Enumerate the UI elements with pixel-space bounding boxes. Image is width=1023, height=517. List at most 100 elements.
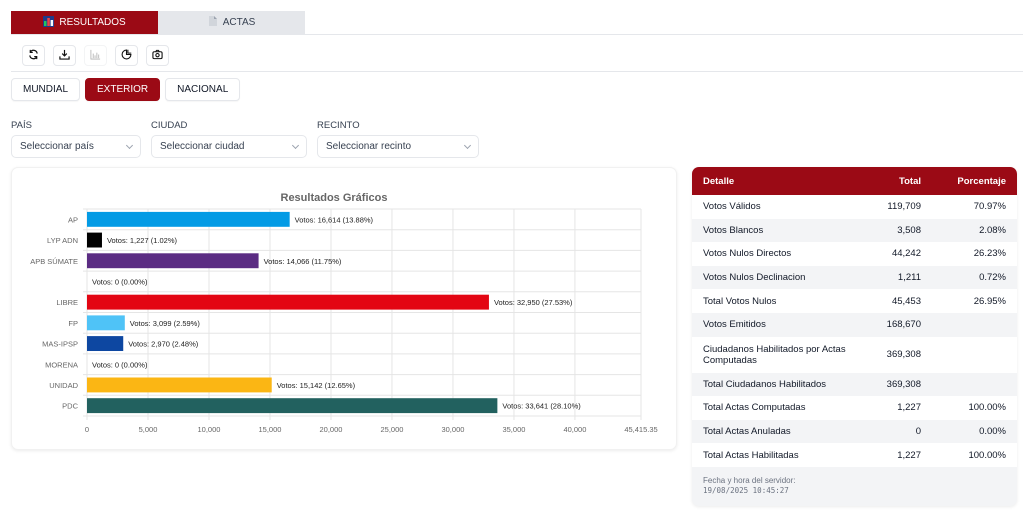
bar — [87, 398, 498, 414]
row-detalle: Total Actas Computadas — [703, 402, 806, 414]
server-timestamp: 19/08/2025 10:45:27 — [703, 486, 789, 496]
row-detalle: Votos Válidos — [703, 201, 761, 213]
data-label: Votos: 16,614 (13.88%) — [295, 215, 374, 224]
camera-button[interactable] — [146, 45, 169, 66]
row-detalle: Ciudadanos Habilitados por Actas Computa… — [703, 343, 846, 366]
row-total: 1,227 — [897, 449, 921, 461]
chevron-down-icon — [291, 141, 300, 149]
bar — [87, 336, 124, 352]
table-row: Ciudadanos Habilitados por Actas Computa… — [692, 336, 1017, 373]
server-time-info: Fecha y hora del servidor: 19/08/2025 10… — [692, 467, 1017, 505]
row-porcentaje: 26.23% — [973, 248, 1006, 260]
refresh-button[interactable] — [22, 45, 45, 66]
select-placeholder: Seleccionar recinto — [326, 141, 412, 152]
tab-label: RESULTADOS — [59, 17, 126, 28]
download-button[interactable] — [53, 45, 76, 66]
row-porcentaje: 70.97% — [973, 201, 1006, 213]
row-total: 369,308 — [886, 349, 921, 361]
row-total: 0 — [915, 426, 921, 438]
toolbar-divider — [11, 71, 1023, 72]
document-icon — [208, 16, 218, 29]
row-porcentaje — [932, 373, 1017, 397]
server-time-label: Fecha y hora del servidor: — [703, 475, 796, 485]
header-total: Total — [899, 175, 921, 187]
x-tick-label: 45,415.35 — [624, 425, 657, 434]
bar — [87, 211, 290, 227]
row-total: 119,709 — [887, 201, 921, 213]
table-row: Total Votos Nulos 45,453 26.95% — [692, 289, 1017, 313]
row-detalle: Votos Nulos Directos — [703, 248, 792, 260]
table-row: Total Actas Computadas 1,227 100.00% — [692, 396, 1017, 420]
results-bar-chart: Resultados Gráficos AP LYP ADN APB SÚMATE L… — [30, 192, 657, 434]
tab-actas[interactable]: ACTAS — [158, 11, 305, 34]
row-total: 3,508 — [897, 224, 921, 236]
data-label: Votos: 2,970 (2.48%) — [128, 340, 199, 349]
row-detalle: Total Votos Nulos — [703, 295, 777, 307]
main-tabs: RESULTADOS ACTAS — [11, 11, 305, 34]
filter-label: RECINTO — [317, 120, 360, 131]
data-label: Votos: 0 (0.00%) — [92, 277, 148, 286]
chart-card: Resultados Gráficos AP LYP ADN APB SÚMATE L… — [11, 167, 677, 450]
y-tick-label: LYP ADN — [47, 236, 78, 245]
row-porcentaje: 0.72% — [979, 272, 1006, 284]
row-porcentaje — [932, 313, 1017, 337]
x-tick-label: 40,000 — [563, 425, 586, 434]
bar-chart-icon — [43, 15, 55, 30]
scope-mundial-button[interactable]: MUNDIAL — [11, 78, 81, 101]
summary-table-card: Detalle Total Porcentaje Votos Válidos 11… — [692, 167, 1017, 506]
bar — [87, 253, 259, 269]
data-label: Votos: 32,950 (27.53%) — [494, 298, 573, 307]
row-total: 1,227 — [897, 402, 921, 414]
table-row: Total Actas Habilitadas 1,227 100.00% — [692, 443, 1017, 467]
x-tick-label: 0 — [85, 425, 89, 434]
filter-label: PAÍS — [11, 120, 32, 131]
row-porcentaje: 2.08% — [979, 224, 1006, 236]
x-tick-label: 20,000 — [319, 425, 342, 434]
refresh-icon — [28, 47, 39, 65]
pais-select[interactable]: Seleccionar país — [11, 135, 141, 158]
row-detalle: Votos Nulos Declinacion — [703, 272, 806, 284]
row-detalle: Total Actas Habilitadas — [703, 449, 799, 461]
chevron-down-icon — [125, 141, 134, 149]
recinto-select[interactable]: Seleccionar recinto — [317, 135, 479, 158]
select-placeholder: Seleccionar país — [20, 141, 94, 152]
ciudad-select[interactable]: Seleccionar ciudad — [151, 135, 307, 158]
tab-resultados[interactable]: RESULTADOS — [11, 11, 158, 34]
row-detalle: Total Ciudadanos Habilitados — [703, 378, 827, 390]
y-tick-label: UNIDAD — [49, 381, 78, 390]
row-detalle: Votos Emitidos — [703, 319, 766, 331]
y-tick-label: FP — [68, 319, 78, 328]
table-row: Total Ciudadanos Habilitados 369,308 — [692, 372, 1017, 397]
scope-exterior-button[interactable]: EXTERIOR — [85, 78, 161, 101]
row-porcentaje: 100.00% — [968, 402, 1006, 414]
y-axis-labels: AP LYP ADN APB SÚMATE LIBRE FP MAS-IPSP MORENA… — [30, 215, 78, 410]
data-label: Votos: 15,142 (12.65%) — [277, 381, 356, 390]
data-label: Votos: 33,641 (28.10%) — [502, 402, 581, 411]
y-tick-label: PDC — [62, 402, 78, 411]
table-row: Votos Nulos Directos 44,242 26.23% — [692, 242, 1017, 266]
filter-pais: PAÍS Seleccionar país — [11, 120, 141, 158]
data-label: Votos: 3,099 (2.59%) — [130, 319, 201, 328]
x-tick-label: 15,000 — [259, 425, 282, 434]
x-tick-label: 10,000 — [198, 425, 221, 434]
scope-nacional-button[interactable]: NACIONAL — [165, 78, 241, 101]
header-detalle: Detalle — [703, 175, 735, 187]
filter-label: CIUDAD — [151, 120, 188, 131]
y-tick-label: APB SÚMATE — [30, 257, 78, 266]
pie-chart-button[interactable] — [115, 45, 138, 66]
y-tick-label: AP — [68, 215, 78, 224]
table-row: Votos Emitidos 168,670 — [692, 312, 1017, 337]
pie-chart-icon — [121, 47, 132, 65]
data-label: Votos: 14,066 (11.75%) — [264, 257, 342, 266]
camera-icon — [152, 47, 163, 65]
bar — [87, 377, 272, 393]
bar-chart-icon — [90, 47, 101, 65]
chart-title: Resultados Gráficos — [281, 192, 388, 204]
tab-label: ACTAS — [222, 17, 256, 28]
row-total: 369,308 — [886, 378, 921, 390]
bar-chart-button[interactable] — [84, 45, 107, 66]
row-detalle: Total Actas Anuladas — [703, 426, 791, 438]
row-porcentaje — [932, 337, 1017, 373]
table-row: Votos Blancos 3,508 2.08% — [692, 218, 1017, 243]
bar — [87, 294, 489, 310]
